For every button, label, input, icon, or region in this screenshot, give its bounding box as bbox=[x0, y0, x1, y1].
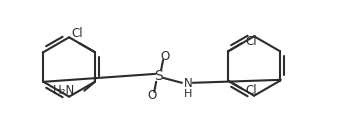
Text: O: O bbox=[148, 89, 157, 102]
Text: Cl: Cl bbox=[246, 35, 257, 48]
Text: H: H bbox=[184, 89, 192, 99]
Text: Cl: Cl bbox=[72, 27, 83, 40]
Text: S: S bbox=[154, 69, 162, 83]
Text: Cl: Cl bbox=[246, 84, 257, 97]
Text: H₂N: H₂N bbox=[53, 84, 76, 97]
Text: O: O bbox=[160, 50, 170, 63]
Text: N: N bbox=[184, 77, 192, 90]
